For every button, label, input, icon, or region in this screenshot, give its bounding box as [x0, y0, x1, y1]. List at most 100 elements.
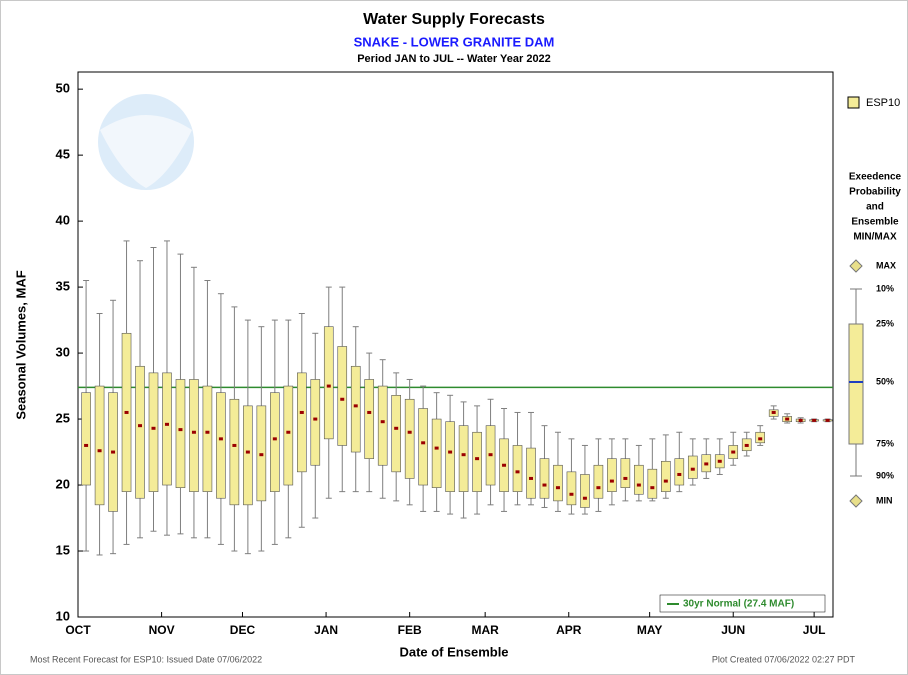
- median: [191, 430, 196, 434]
- legend-heading: and: [866, 202, 884, 213]
- legend-diamond: [849, 494, 863, 508]
- box: [593, 464, 604, 499]
- legend-heading: MIN/MAX: [853, 232, 897, 243]
- box: [310, 379, 321, 466]
- box: [674, 458, 685, 486]
- box: [135, 365, 145, 499]
- box: [297, 372, 307, 473]
- x-tick-label: MAY: [637, 623, 663, 637]
- median: [434, 446, 439, 450]
- median: [502, 463, 507, 467]
- box: [377, 385, 388, 466]
- box: [323, 326, 334, 440]
- y-tick-label: 15: [56, 542, 70, 557]
- legend-level: MIN: [876, 495, 893, 505]
- y-tick-label: 20: [56, 476, 70, 491]
- median: [164, 422, 169, 426]
- box: [364, 379, 375, 459]
- plot-frame: [77, 71, 834, 618]
- y-axis-label: Seasonal Volumes, MAF: [13, 270, 28, 419]
- legend-level: 90%: [876, 470, 894, 480]
- median: [529, 476, 533, 480]
- median: [111, 450, 116, 454]
- median: [690, 467, 695, 471]
- x-tick-label: MAR: [471, 623, 499, 637]
- chart-period: Period JAN to JUL -- Water Year 2022: [357, 53, 551, 65]
- median: [380, 420, 385, 424]
- noaa-logo: [98, 94, 194, 190]
- median: [178, 428, 183, 432]
- x-tick-label: FEB: [398, 623, 422, 637]
- median: [367, 410, 372, 414]
- median: [448, 450, 453, 454]
- legend-box: [848, 323, 864, 445]
- x-axis-label: Date of Ensemble: [399, 644, 508, 659]
- median: [326, 384, 331, 388]
- box: [634, 464, 644, 495]
- median: [731, 450, 736, 454]
- box: [94, 385, 105, 506]
- median: [84, 443, 89, 447]
- median: [785, 417, 790, 421]
- legend-swatch: [847, 96, 860, 109]
- box: [687, 455, 698, 479]
- box: [512, 445, 523, 492]
- normal-legend-box: [659, 594, 826, 613]
- median: [272, 437, 277, 441]
- box: [337, 346, 348, 446]
- y-tick-label: 25: [56, 410, 70, 425]
- box: [607, 458, 617, 492]
- median: [704, 462, 709, 466]
- median: [636, 483, 641, 487]
- median: [515, 470, 520, 474]
- legend-heading: Probability: [849, 187, 901, 198]
- box: [148, 372, 159, 492]
- legend-level: 10%: [876, 283, 894, 293]
- median: [313, 417, 318, 421]
- median: [771, 410, 776, 414]
- median: [825, 418, 830, 422]
- median: [245, 450, 250, 454]
- median: [218, 437, 223, 441]
- median: [758, 437, 763, 441]
- box: [458, 425, 469, 492]
- x-tick-label: JAN: [314, 623, 338, 637]
- box: [283, 385, 294, 486]
- box: [431, 418, 442, 488]
- median: [259, 453, 264, 457]
- box: [175, 379, 186, 488]
- box: [620, 458, 631, 488]
- box: [162, 372, 172, 486]
- median: [232, 443, 237, 447]
- box: [661, 460, 671, 492]
- median: [340, 397, 345, 401]
- x-tick-label: JUN: [721, 623, 745, 637]
- box: [566, 471, 577, 506]
- median: [461, 453, 466, 457]
- box: [350, 365, 361, 453]
- median: [609, 479, 614, 483]
- x-tick-label: DEC: [230, 623, 256, 637]
- normal-legend-label: 30yr Normal (27.4 MAF): [683, 599, 794, 610]
- legend-level: MAX: [876, 260, 896, 270]
- box: [445, 421, 455, 492]
- legend-diamond: [849, 259, 863, 273]
- median: [394, 426, 399, 430]
- legend-heading: Exeedence: [849, 172, 902, 183]
- median: [299, 410, 304, 414]
- y-tick-label: 40: [56, 213, 70, 228]
- median: [744, 443, 749, 447]
- box: [243, 405, 253, 506]
- legend-level: 75%: [876, 438, 894, 448]
- box: [189, 379, 199, 492]
- median: [421, 441, 426, 445]
- box: [229, 398, 240, 506]
- x-tick-label: APR: [556, 623, 582, 637]
- legend-level: 25%: [876, 318, 894, 328]
- median: [407, 430, 412, 434]
- box: [553, 464, 563, 502]
- legend-level: 50%: [876, 376, 894, 386]
- median: [138, 424, 143, 428]
- median: [555, 486, 560, 490]
